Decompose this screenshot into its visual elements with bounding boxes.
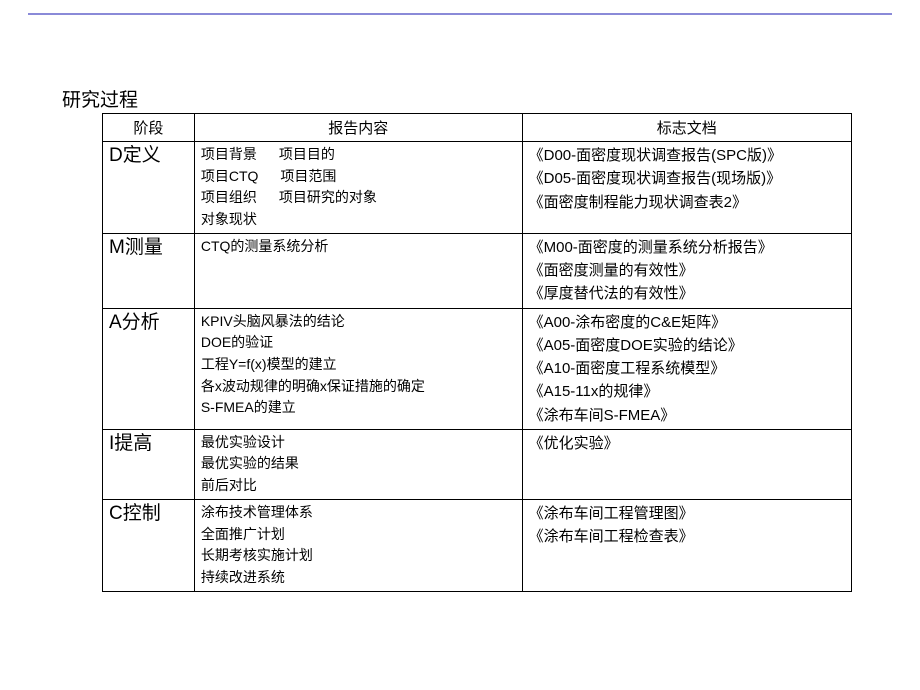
doc-item: 《优化实验》 [529,432,845,455]
docs-cell: 《D00-面密度现状调查报告(SPC版)》《D05-面密度现状调查报告(现场版)… [522,142,851,234]
content-item: 项目目的 [279,146,335,162]
content-item: 各x波动规律的明确x保证措施的确定 [201,378,425,394]
content-line: 各x波动规律的明确x保证措施的确定 [201,376,516,398]
content-line: 对象现状 [201,209,516,231]
content-cell: KPIV头脑风暴法的结论 DOE的验证工程Y=f(x)模型的建立各x波动规律的明确… [194,308,522,429]
table-header-row: 阶段 报告内容 标志文档 [103,114,852,142]
header-phase: 阶段 [103,114,195,142]
header-content: 报告内容 [194,114,522,142]
content-item: 全面推广计划 [201,526,285,542]
content-item: 前后对比 [201,477,257,493]
content-line: 项目背景 项目目的 [201,144,516,166]
doc-item: 《面密度制程能力现状调查表2》 [529,191,845,214]
content-item: S-FMEA的建立 [201,399,296,415]
content-line: 前后对比 [201,475,516,497]
doc-item: 《A15-11x的规律》 [529,380,845,403]
content-item: 对象现状 [201,211,257,227]
content-cell: 最优实验设计最优实验的结果前后对比 [194,429,522,499]
table-row: D定义项目背景 项目目的项目CTQ 项目范围项目组织 项目研究的对象对象现状 《D00-… [103,142,852,234]
doc-item: 《A10-面密度工程系统模型》 [529,357,845,380]
content-item: 涂布技术管理体系 [201,504,313,520]
content-line: 项目组织 项目研究的对象 [201,187,516,209]
content-item: 最优实验的结果 [201,455,299,471]
content-line: 项目CTQ 项目范围 [201,166,516,188]
content-item: CTQ的测量系统分析 [201,238,329,254]
phase-cell: A分析 [103,308,195,429]
phase-cell: M测量 [103,233,195,308]
content-line: 最优实验的结果 [201,453,516,475]
content-line: 涂布技术管理体系 [201,502,516,524]
page-title: 研究过程 [62,85,138,112]
header-docs: 标志文档 [522,114,851,142]
docs-cell: 《A00-涂布密度的C&E矩阵》《A05-面密度DOE实验的结论》《A10-面密… [522,308,851,429]
doc-item: 《D05-面密度现状调查报告(现场版)》 [529,167,845,190]
content-item: 工程Y=f(x)模型的建立 [201,356,337,372]
doc-item: 《A00-涂布密度的C&E矩阵》 [529,311,845,334]
content-item: 项目研究的对象 [279,189,377,205]
docs-cell: 《M00-面密度的测量系统分析报告》《面密度测量的有效性》《厚度替代法的有效性》 [522,233,851,308]
content-line: 全面推广计划 [201,524,516,546]
doc-item: 《厚度替代法的有效性》 [529,282,845,305]
content-line: 最优实验设计 [201,432,516,454]
phase-cell: C控制 [103,499,195,591]
phase-cell: I提高 [103,429,195,499]
table-body: D定义项目背景 项目目的项目CTQ 项目范围项目组织 项目研究的对象对象现状 《D00-… [103,142,852,592]
content-item: 项目背景 [201,146,257,162]
content-item: 项目组织 [201,189,257,205]
content-cell: 项目背景 项目目的项目CTQ 项目范围项目组织 项目研究的对象对象现状 [194,142,522,234]
content-item: DOE的验证 [201,334,273,350]
doc-item: 《面密度测量的有效性》 [529,259,845,282]
doc-item: 《D00-面密度现状调查报告(SPC版)》 [529,144,845,167]
content-line: 长期考核实施计划 [201,545,516,567]
content-item: 项目CTQ [201,168,259,184]
doc-item: 《涂布车间工程检查表》 [529,525,845,548]
content-line: DOE的验证 [201,332,516,354]
table-row: I提高最优实验设计最优实验的结果前后对比《优化实验》 [103,429,852,499]
content-item: 最优实验设计 [201,434,285,450]
content-line: 持续改进系统 [201,567,516,589]
content-cell: 涂布技术管理体系全面推广计划长期考核实施计划持续改进系统 [194,499,522,591]
process-table: 阶段 报告内容 标志文档 D定义项目背景 项目目的项目CTQ 项目范围项目组织 项目研… [102,113,852,592]
doc-item: 《A05-面密度DOE实验的结论》 [529,334,845,357]
table-row: M测量 CTQ的测量系统分析 《M00-面密度的测量系统分析报告》《面密度测量的有效… [103,233,852,308]
content-item: 项目范围 [280,168,336,184]
doc-item: 《涂布车间工程管理图》 [529,502,845,525]
doc-item: 《涂布车间S-FMEA》 [529,404,845,427]
docs-cell: 《优化实验》 [522,429,851,499]
content-cell: CTQ的测量系统分析 [194,233,522,308]
content-line: 工程Y=f(x)模型的建立 [201,354,516,376]
table-row: A分析 KPIV头脑风暴法的结论 DOE的验证工程Y=f(x)模型的建立各x波动规律… [103,308,852,429]
table-row: C控制涂布技术管理体系全面推广计划长期考核实施计划持续改进系统《涂布车间工程管理… [103,499,852,591]
content-line: CTQ的测量系统分析 [201,236,516,258]
content-item: KPIV头脑风暴法的结论 [201,313,345,329]
content-line: S-FMEA的建立 [201,397,516,419]
phase-cell: D定义 [103,142,195,234]
doc-item: 《M00-面密度的测量系统分析报告》 [529,236,845,259]
content-item: 长期考核实施计划 [201,547,313,563]
top-accent-border [28,13,892,15]
content-line: KPIV头脑风暴法的结论 [201,311,516,333]
content-item: 持续改进系统 [201,569,285,585]
docs-cell: 《涂布车间工程管理图》《涂布车间工程检查表》 [522,499,851,591]
